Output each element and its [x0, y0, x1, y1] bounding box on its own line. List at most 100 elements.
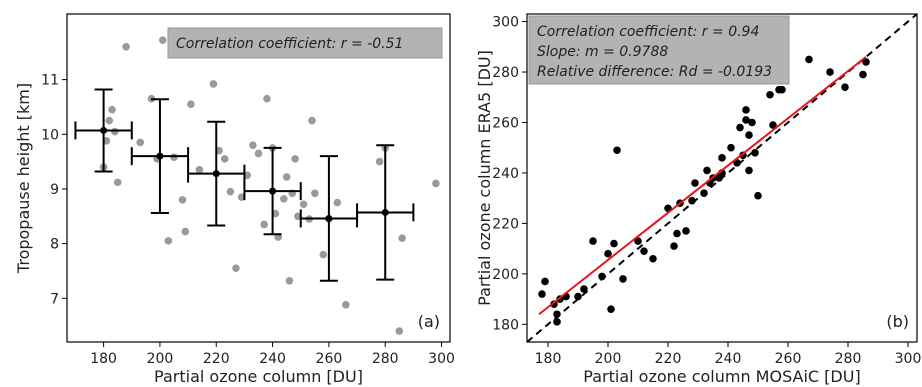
y-tick-label: 8	[50, 237, 59, 253]
axes-frame	[66, 13, 451, 343]
x-tick-label: 300	[428, 351, 455, 367]
x-tick-label: 240	[715, 351, 742, 367]
bin-mean-errorbar	[187, 120, 246, 227]
data-point	[604, 249, 612, 258]
panel-label: (b)	[886, 312, 909, 331]
plot-area	[527, 14, 917, 342]
data-point	[805, 55, 813, 64]
bin-mean-errorbar	[74, 88, 133, 173]
data-point	[673, 229, 681, 238]
bin-mean-point	[381, 208, 389, 216]
data-point	[682, 227, 690, 235]
data-point	[700, 189, 708, 197]
bin-mean-point	[325, 214, 333, 222]
data-point	[105, 116, 114, 125]
bin-mean-point	[269, 187, 277, 195]
data-point	[553, 310, 561, 319]
bin-mean-point	[156, 152, 164, 160]
y-axis-label: Partial ozone column ERA5 [DU]	[475, 50, 494, 306]
data-point	[751, 148, 759, 157]
annotation-text: Correlation coefficient: r = -0.51	[176, 36, 403, 52]
x-tick-label: 200	[595, 351, 622, 367]
data-point	[826, 68, 834, 76]
y-tick-label: 10	[41, 127, 59, 143]
x-tick-label: 240	[259, 351, 286, 367]
data-point	[841, 83, 849, 91]
data-point	[745, 166, 753, 175]
data-point	[319, 250, 328, 259]
x-tick-label: 260	[775, 351, 802, 367]
data-point	[748, 118, 756, 127]
panel-a: 180 200 220 240 260 280 300 7 8 9 10 11 Partial ozon…	[14, 13, 455, 386]
annotation-text: Slope: m = 0.9788	[537, 44, 668, 60]
y-tick-label: 9	[50, 182, 59, 198]
data-point	[589, 237, 597, 245]
annotation-text: Correlation coefficient: r = 0.94	[537, 24, 759, 40]
data-point	[727, 143, 735, 152]
bin-mean-errorbar	[243, 146, 302, 236]
data-point	[580, 285, 588, 293]
bin-mean-errorbar	[356, 144, 415, 281]
data-point	[688, 196, 696, 205]
bin-mean-errorbar	[299, 155, 359, 282]
data-point	[550, 300, 558, 308]
bin-mean-errorbar	[130, 98, 190, 214]
annotation-box	[528, 15, 790, 85]
data-point	[859, 70, 867, 79]
plot-area	[74, 36, 440, 335]
x-axis-label: Partial ozone column [DU]	[154, 367, 363, 386]
data-point	[122, 43, 130, 51]
data-point	[742, 116, 750, 124]
data-point	[187, 100, 195, 108]
data-point	[282, 173, 291, 181]
data-point	[778, 85, 786, 94]
data-point	[398, 234, 406, 242]
axes-frame	[526, 13, 918, 343]
y-tick-label: 300	[492, 15, 519, 31]
data-point	[769, 121, 777, 129]
data-point	[538, 290, 546, 298]
x-tick-label: 260	[316, 351, 343, 367]
data-point	[574, 292, 582, 301]
y-tick-label: 280	[492, 65, 519, 81]
y-tick-label: 220	[492, 216, 519, 232]
x-tick-label: 180	[535, 351, 562, 367]
data-point	[254, 149, 263, 158]
data-point	[718, 154, 726, 162]
data-point	[164, 237, 173, 245]
data-point	[703, 166, 711, 175]
data-point	[736, 123, 744, 132]
y-axis-label: Tropopause height [km]	[14, 83, 33, 274]
x-tick-label: 280	[835, 351, 862, 367]
data-point	[432, 179, 440, 188]
y-tick-label: 180	[492, 317, 519, 333]
data-point	[299, 200, 308, 209]
data-point	[249, 141, 257, 149]
data-point	[136, 138, 145, 147]
data-point	[613, 146, 621, 155]
y-tick-label: 260	[492, 115, 519, 131]
panel-label: (a)	[418, 312, 440, 331]
data-point	[181, 227, 190, 236]
bin-mean-point	[100, 126, 108, 134]
data-point	[634, 237, 642, 245]
data-point	[640, 247, 648, 255]
data-point	[263, 94, 271, 103]
y-tick-label: 240	[492, 166, 519, 182]
data-point	[607, 305, 615, 314]
annotation-box	[167, 27, 443, 59]
data-point	[280, 194, 288, 203]
data-point	[342, 301, 350, 309]
data-point	[308, 116, 316, 125]
annotation-text: Relative difference: Rd = -0.0193	[537, 64, 772, 80]
y-tick-label: 11	[41, 73, 59, 89]
data-point	[553, 318, 561, 326]
data-point	[649, 254, 657, 263]
data-point	[226, 187, 235, 196]
data-point	[220, 155, 229, 163]
x-tick-label: 220	[203, 351, 230, 367]
data-point	[619, 275, 627, 283]
data-point	[158, 36, 167, 45]
data-point	[541, 277, 549, 286]
